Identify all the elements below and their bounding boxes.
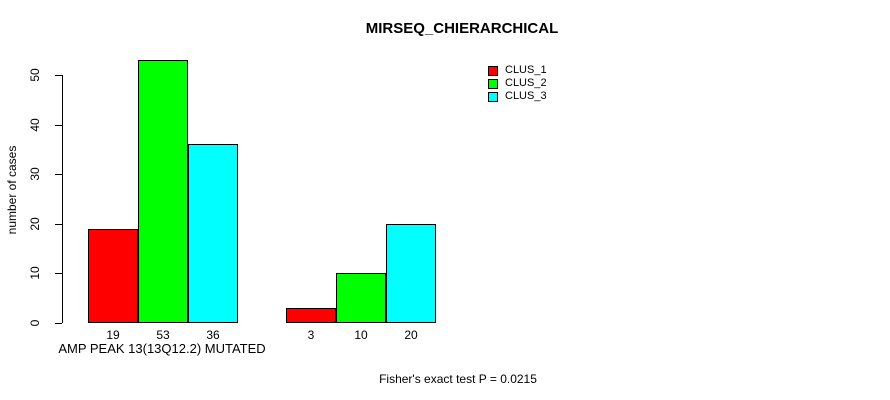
legend: CLUS_1 CLUS_2 CLUS_3 — [488, 64, 547, 103]
bar-clus_3-group2 — [386, 224, 436, 323]
bar-value-label: 36 — [206, 328, 220, 342]
legend-item: CLUS_1 — [488, 64, 547, 77]
bar-value-label: 53 — [156, 328, 170, 342]
y-tick-label: 40 — [28, 118, 42, 132]
y-axis-line — [62, 75, 63, 323]
y-axis-tick — [55, 174, 62, 175]
annotation-text: Fisher's exact test P = 0.0215 — [379, 372, 537, 386]
bar-value-label: 20 — [404, 328, 418, 342]
bar-value-label: 19 — [106, 328, 120, 342]
y-axis-title: number of cases — [5, 145, 19, 235]
legend-swatch — [488, 78, 498, 89]
y-axis-tick — [55, 273, 62, 274]
y-tick-label: 20 — [28, 217, 42, 231]
y-axis-tick — [55, 125, 62, 126]
y-axis-tick — [55, 323, 62, 324]
legend-swatch — [488, 65, 498, 76]
bar-clus_1-group1 — [88, 229, 138, 323]
legend-item: CLUS_2 — [488, 77, 547, 90]
legend-swatch — [488, 91, 498, 102]
legend-label: CLUS_3 — [505, 90, 547, 102]
y-tick-label: 50 — [28, 68, 42, 82]
bar-value-label: 10 — [354, 328, 368, 342]
y-tick-label: 10 — [28, 266, 42, 280]
legend-item: CLUS_3 — [488, 90, 547, 103]
bar-clus_1-group2 — [286, 308, 336, 323]
y-axis-tick — [55, 224, 62, 225]
x-group-label: AMP PEAK 13(13Q12.2) MUTATED — [58, 341, 266, 356]
y-axis-tick — [55, 75, 62, 76]
y-tick-label: 0 — [28, 319, 42, 327]
bar-clus_2-group1 — [138, 60, 188, 323]
legend-label: CLUS_2 — [505, 77, 547, 89]
bar-value-label: 3 — [307, 328, 315, 342]
bar-clus_3-group1 — [188, 144, 238, 323]
y-tick-label: 30 — [28, 167, 42, 181]
bar-clus_2-group2 — [336, 273, 386, 323]
chart-title: MIRSEQ_CHIERARCHICAL — [365, 20, 559, 37]
legend-label: CLUS_1 — [505, 64, 547, 76]
